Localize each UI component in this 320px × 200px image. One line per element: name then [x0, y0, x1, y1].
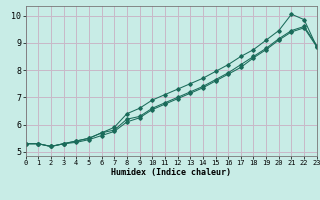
X-axis label: Humidex (Indice chaleur): Humidex (Indice chaleur) — [111, 168, 231, 177]
